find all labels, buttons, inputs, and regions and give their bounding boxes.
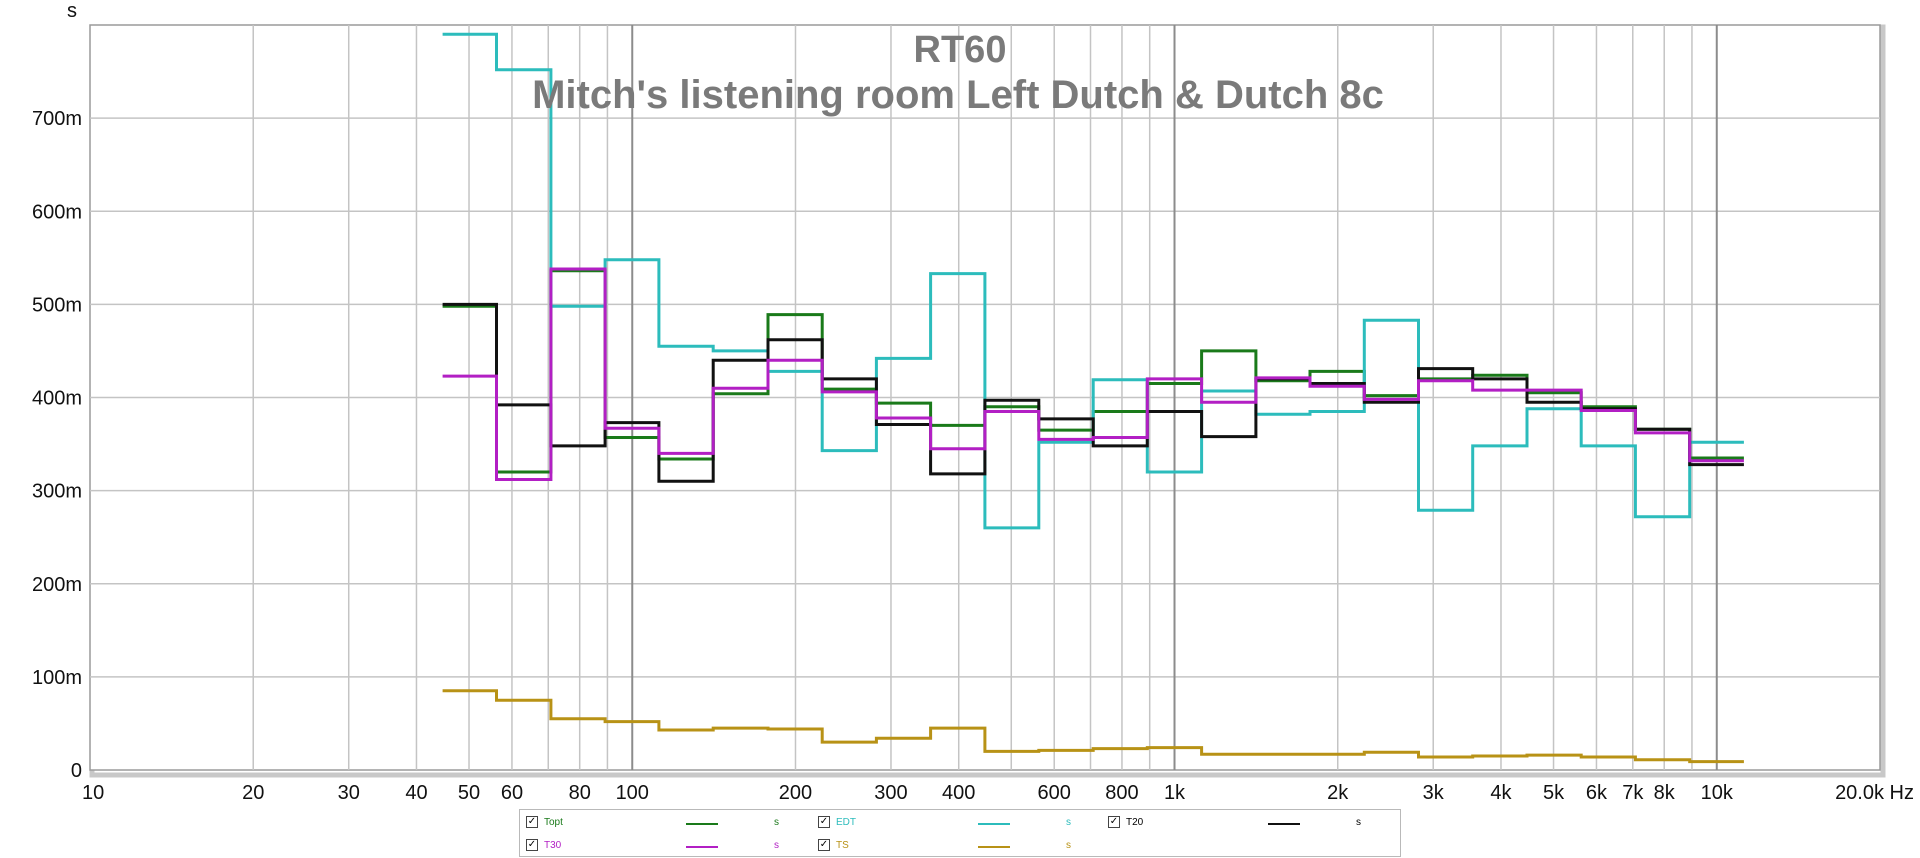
legend-item-t20: ✓ T20 s bbox=[1108, 813, 1398, 833]
x-tick-label: 8k bbox=[1654, 782, 1676, 804]
x-tick-label: 100 bbox=[616, 782, 649, 804]
series-t20-line bbox=[442, 302, 1744, 483]
legend-checkbox[interactable]: ✓ bbox=[818, 839, 830, 851]
x-tick-label: 80 bbox=[569, 782, 591, 804]
legend-line-swatch bbox=[686, 823, 718, 825]
y-tick-label: 600m bbox=[32, 201, 82, 223]
y-axis-ticks: 0 100m 200m 300m 400m 500m 600m 700m bbox=[32, 108, 82, 782]
series-edt-line bbox=[442, 32, 1744, 530]
legend-unit: s bbox=[774, 840, 779, 851]
x-tick-label: 600 bbox=[1038, 782, 1071, 804]
x-tick-label: 7k bbox=[1622, 782, 1644, 804]
x-tick-label: 10 bbox=[82, 782, 104, 804]
x-tick-label: 20.0k Hz bbox=[1835, 782, 1914, 804]
x-tick-label: 6k bbox=[1586, 782, 1608, 804]
data-series bbox=[442, 32, 1744, 764]
y-axis-label: s bbox=[67, 0, 77, 22]
legend: ✓ Topt s ✓ EDT s ✓ T20 s ✓ T30 s ✓ TS s bbox=[519, 809, 1401, 857]
legend-line-swatch bbox=[978, 846, 1010, 848]
chart-subtitle: Mitch's listening room Left Dutch & Dutc… bbox=[532, 73, 1384, 117]
legend-series-name: Topt bbox=[544, 817, 563, 828]
legend-item-topt: ✓ Topt s bbox=[526, 813, 816, 833]
legend-series-name: T30 bbox=[544, 840, 562, 851]
legend-checkbox[interactable]: ✓ bbox=[818, 816, 830, 828]
y-tick-label: 500m bbox=[32, 294, 82, 316]
x-tick-label: 1k bbox=[1164, 782, 1186, 804]
legend-checkbox[interactable]: ✓ bbox=[526, 839, 538, 851]
legend-unit: s bbox=[774, 817, 779, 828]
x-tick-label: 50 bbox=[458, 782, 480, 804]
x-tick-label: 800 bbox=[1105, 782, 1138, 804]
legend-unit: s bbox=[1066, 817, 1071, 828]
legend-checkbox[interactable]: ✓ bbox=[1108, 816, 1120, 828]
legend-checkbox[interactable]: ✓ bbox=[526, 816, 538, 828]
x-tick-label: 400 bbox=[942, 782, 975, 804]
y-tick-label: 100m bbox=[32, 667, 82, 689]
y-tick-label: 300m bbox=[32, 481, 82, 503]
legend-series-name: T20 bbox=[1126, 817, 1144, 828]
legend-line-swatch bbox=[978, 823, 1010, 825]
x-tick-label: 200 bbox=[779, 782, 812, 804]
series-ts-line bbox=[442, 689, 1744, 764]
y-tick-label: 700m bbox=[32, 108, 82, 130]
x-tick-label: 3k bbox=[1423, 782, 1445, 804]
legend-unit: s bbox=[1066, 840, 1071, 851]
chart-title: RT60 bbox=[914, 29, 1007, 71]
x-tick-label: 2k bbox=[1327, 782, 1349, 804]
legend-series-name: TS bbox=[836, 840, 849, 851]
x-tick-label: 30 bbox=[338, 782, 360, 804]
x-tick-label: 4k bbox=[1490, 782, 1512, 804]
y-tick-label: 400m bbox=[32, 388, 82, 410]
x-tick-label: 20 bbox=[242, 782, 264, 804]
legend-line-swatch bbox=[686, 846, 718, 848]
series-t30-line bbox=[442, 267, 1744, 481]
x-tick-label: 5k bbox=[1543, 782, 1565, 804]
x-tick-label: 40 bbox=[405, 782, 427, 804]
legend-item-ts: ✓ TS s bbox=[818, 836, 1108, 856]
legend-item-edt: ✓ EDT s bbox=[818, 813, 1108, 833]
legend-item-t30: ✓ T30 s bbox=[526, 836, 816, 856]
legend-line-swatch bbox=[1268, 823, 1300, 825]
x-tick-label: 10k bbox=[1701, 782, 1734, 804]
y-tick-label: 200m bbox=[32, 574, 82, 596]
y-tick-label: 0 bbox=[71, 760, 82, 782]
legend-unit: s bbox=[1356, 817, 1361, 828]
x-tick-label: 60 bbox=[501, 782, 523, 804]
legend-series-name: EDT bbox=[836, 817, 856, 828]
x-tick-label: 300 bbox=[874, 782, 907, 804]
x-axis-ticks: 10 20 30 40 50 60 80 100 200 300 400 600 800 1k 2k 3k 4k… bbox=[82, 782, 1914, 804]
